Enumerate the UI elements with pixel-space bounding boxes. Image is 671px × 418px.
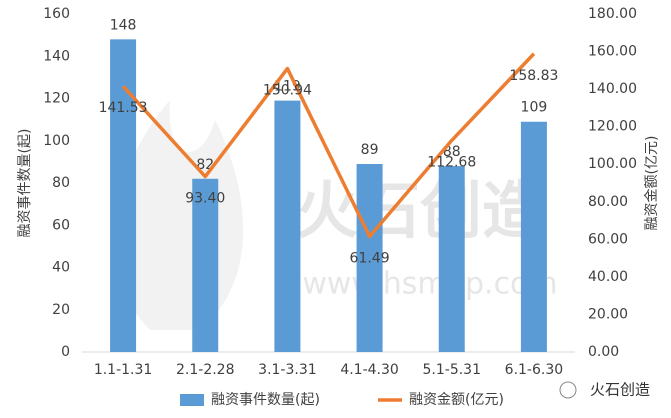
y-axis-label: 融资事件数量(起): [17, 129, 33, 238]
y2-tick-label: 120.00: [588, 119, 637, 135]
line: [121, 52, 536, 239]
y-tick-label: 60: [52, 217, 70, 233]
y-tick-label: 80: [52, 175, 70, 191]
line-value-label: 158.83: [509, 68, 558, 84]
y2-tick-label: 20.00: [588, 306, 628, 322]
y-tick-label: 100: [43, 133, 70, 149]
line-value-label: 150.94: [263, 83, 312, 99]
legend-label: 融资事件数量(起): [211, 392, 320, 408]
line-value-label: 61.49: [350, 251, 390, 267]
y-tick-label: 140: [43, 48, 70, 64]
watermark-url: www.hsmap.com: [302, 267, 557, 302]
y2-tick-label: 100.00: [588, 156, 637, 172]
x-tick-label: 3.1-3.31: [258, 362, 317, 378]
y2-tick-label: 40.00: [588, 269, 628, 285]
y2-tick-label: 180.00: [588, 6, 637, 22]
y-tick-label: 20: [52, 302, 70, 318]
bar: [274, 100, 301, 352]
legend-swatch: [180, 394, 204, 406]
y-tick-label: 160: [43, 6, 70, 22]
legend-label: 融资金额(亿元): [409, 392, 504, 408]
logo-icon: [559, 381, 577, 399]
x-tick-label: 6.1-6.30: [505, 362, 564, 378]
y-tick-label: 120: [43, 91, 70, 107]
bar-value-label: 89: [361, 142, 379, 158]
y2-tick-label: 0.00: [588, 344, 619, 360]
line-value-label: 93.40: [185, 191, 225, 207]
y-tick-label: 40: [52, 260, 70, 276]
y2-tick-label: 140.00: [588, 81, 637, 97]
bar: [520, 121, 547, 352]
y2-axis-label: 融资金额(亿元): [644, 136, 660, 231]
bar-value-label: 109: [521, 100, 548, 116]
x-tick-label: 4.1-4.30: [340, 362, 399, 378]
watermark-title: 火石创造: [296, 174, 544, 247]
bar: [438, 166, 465, 352]
x-tick-label: 1.1-1.31: [94, 362, 153, 378]
y2-tick-label: 160.00: [588, 44, 637, 60]
bar-value-label: 148: [110, 17, 137, 33]
bar: [110, 39, 137, 352]
bar: [356, 163, 383, 352]
y2-tick-label: 80.00: [588, 194, 628, 210]
y2-tick-label: 60.00: [588, 231, 628, 247]
y-tick-label: 0: [61, 344, 70, 360]
bar: [192, 178, 219, 352]
x-tick-label: 2.1-2.28: [176, 362, 235, 378]
x-tick-label: 5.1-5.31: [423, 362, 482, 378]
line-value-label: 141.53: [99, 100, 148, 116]
logo-text: 火石创造: [590, 381, 650, 399]
line-value-label: 112.68: [427, 154, 476, 170]
